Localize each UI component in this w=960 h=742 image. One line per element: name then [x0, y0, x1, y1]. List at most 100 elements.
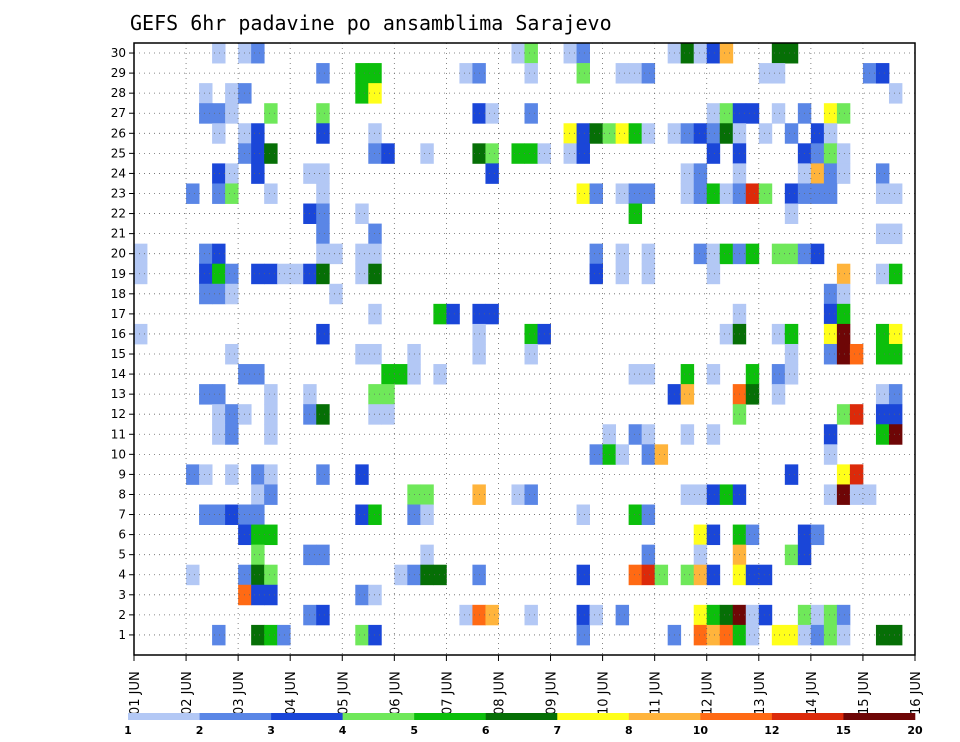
precip-cell [212, 404, 226, 425]
precip-cell [641, 263, 656, 285]
legend-label: 3 [267, 724, 275, 737]
precip-cell [706, 424, 721, 445]
precip-cell [264, 584, 278, 606]
precip-cell [485, 103, 499, 124]
precip-cell [836, 323, 851, 345]
legend-label: 8 [625, 724, 633, 737]
precip-cell [316, 103, 330, 124]
y-tick-label: 16 [111, 327, 126, 341]
precip-cell [251, 123, 265, 144]
precip-cell [368, 223, 382, 245]
precip-cell [199, 103, 213, 124]
x-tick-label: 06 JUN [388, 671, 403, 715]
precip-cell [420, 544, 434, 566]
precip-cell [888, 323, 903, 345]
precip-cell [251, 544, 265, 566]
y-tick-label: 19 [111, 267, 126, 281]
x-tick-label: 03 JUN [232, 671, 247, 715]
precip-cell [706, 564, 721, 586]
precip-cell [628, 564, 643, 586]
precip-cell [745, 384, 760, 405]
x-tick-label: 15 JUN [857, 671, 872, 715]
x-tick-label: 11 JUN [649, 671, 664, 715]
precip-cell [875, 63, 890, 84]
precip-cell [810, 524, 825, 546]
precip-cell [524, 143, 538, 164]
precip-cell [719, 183, 734, 204]
precip-cell [368, 243, 382, 265]
precip-cell [836, 464, 851, 485]
y-tick-label: 21 [111, 227, 126, 241]
y-tick-label: 3 [118, 588, 126, 602]
precip-cell [212, 183, 226, 204]
precip-cell [225, 504, 239, 525]
legend-swatch [199, 713, 272, 720]
precip-cell [810, 143, 825, 164]
precip-cell [823, 103, 838, 124]
precip-cell [316, 464, 330, 485]
precip-cell [693, 243, 708, 265]
legend-swatch [128, 713, 200, 720]
precip-cell [316, 183, 330, 204]
precip-cell [888, 183, 903, 204]
precip-cell [745, 624, 760, 646]
y-tick-label: 7 [118, 508, 126, 522]
precip-cell [693, 163, 708, 184]
precip-cell [823, 424, 838, 445]
precip-cell [823, 143, 838, 164]
y-tick-label: 2 [118, 608, 126, 622]
precip-cell [771, 624, 786, 646]
precip-cell [680, 384, 695, 405]
precip-cell [784, 323, 799, 345]
precip-cell [225, 464, 239, 485]
precip-cell [680, 424, 695, 445]
precip-cell [719, 624, 734, 646]
legend-swatch [700, 713, 773, 720]
precip-cell [381, 384, 395, 405]
precip-cell [264, 384, 278, 405]
precip-cell [628, 63, 643, 84]
precip-cell [264, 424, 278, 445]
precip-cell [810, 243, 825, 265]
precip-cell [511, 43, 525, 64]
precip-cell [641, 424, 656, 445]
precip-cell [225, 283, 239, 305]
precip-cell [810, 183, 825, 204]
precip-cell [823, 163, 838, 184]
precip-cell [563, 43, 577, 64]
precip-cell [264, 484, 278, 505]
precip-cell [329, 243, 343, 265]
y-tick-label: 13 [111, 387, 126, 401]
precip-cell [134, 323, 148, 345]
precip-cell [771, 63, 786, 84]
legend-swatch [342, 713, 415, 720]
precip-cell [615, 183, 630, 204]
precip-cell [836, 143, 851, 164]
legend-label: 4 [339, 724, 347, 737]
precip-cell [524, 484, 538, 505]
precip-cell [823, 303, 838, 325]
precip-cell [264, 624, 278, 646]
precip-cell [875, 384, 890, 405]
x-tick-label: 13 JUN [753, 671, 768, 715]
precip-cell [368, 343, 382, 365]
precip-cell [745, 183, 760, 204]
precip-cell [719, 323, 734, 345]
precip-cell [576, 183, 590, 204]
precip-cell [719, 123, 734, 144]
precip-cell [641, 364, 656, 385]
precip-cell [693, 604, 708, 626]
precip-cell [251, 524, 265, 546]
precip-cell [758, 123, 773, 144]
precip-cell [225, 424, 239, 445]
legend-swatch [628, 713, 701, 720]
precip-cell [849, 404, 864, 425]
precip-cell [693, 43, 708, 64]
x-tick-label: 16 JUN [909, 671, 924, 715]
precip-cell [381, 404, 395, 425]
precip-cell [199, 283, 213, 305]
precip-cell [784, 43, 799, 64]
y-tick-label: 25 [111, 146, 126, 160]
y-tick-label: 27 [111, 106, 126, 120]
precip-cell [784, 364, 799, 385]
